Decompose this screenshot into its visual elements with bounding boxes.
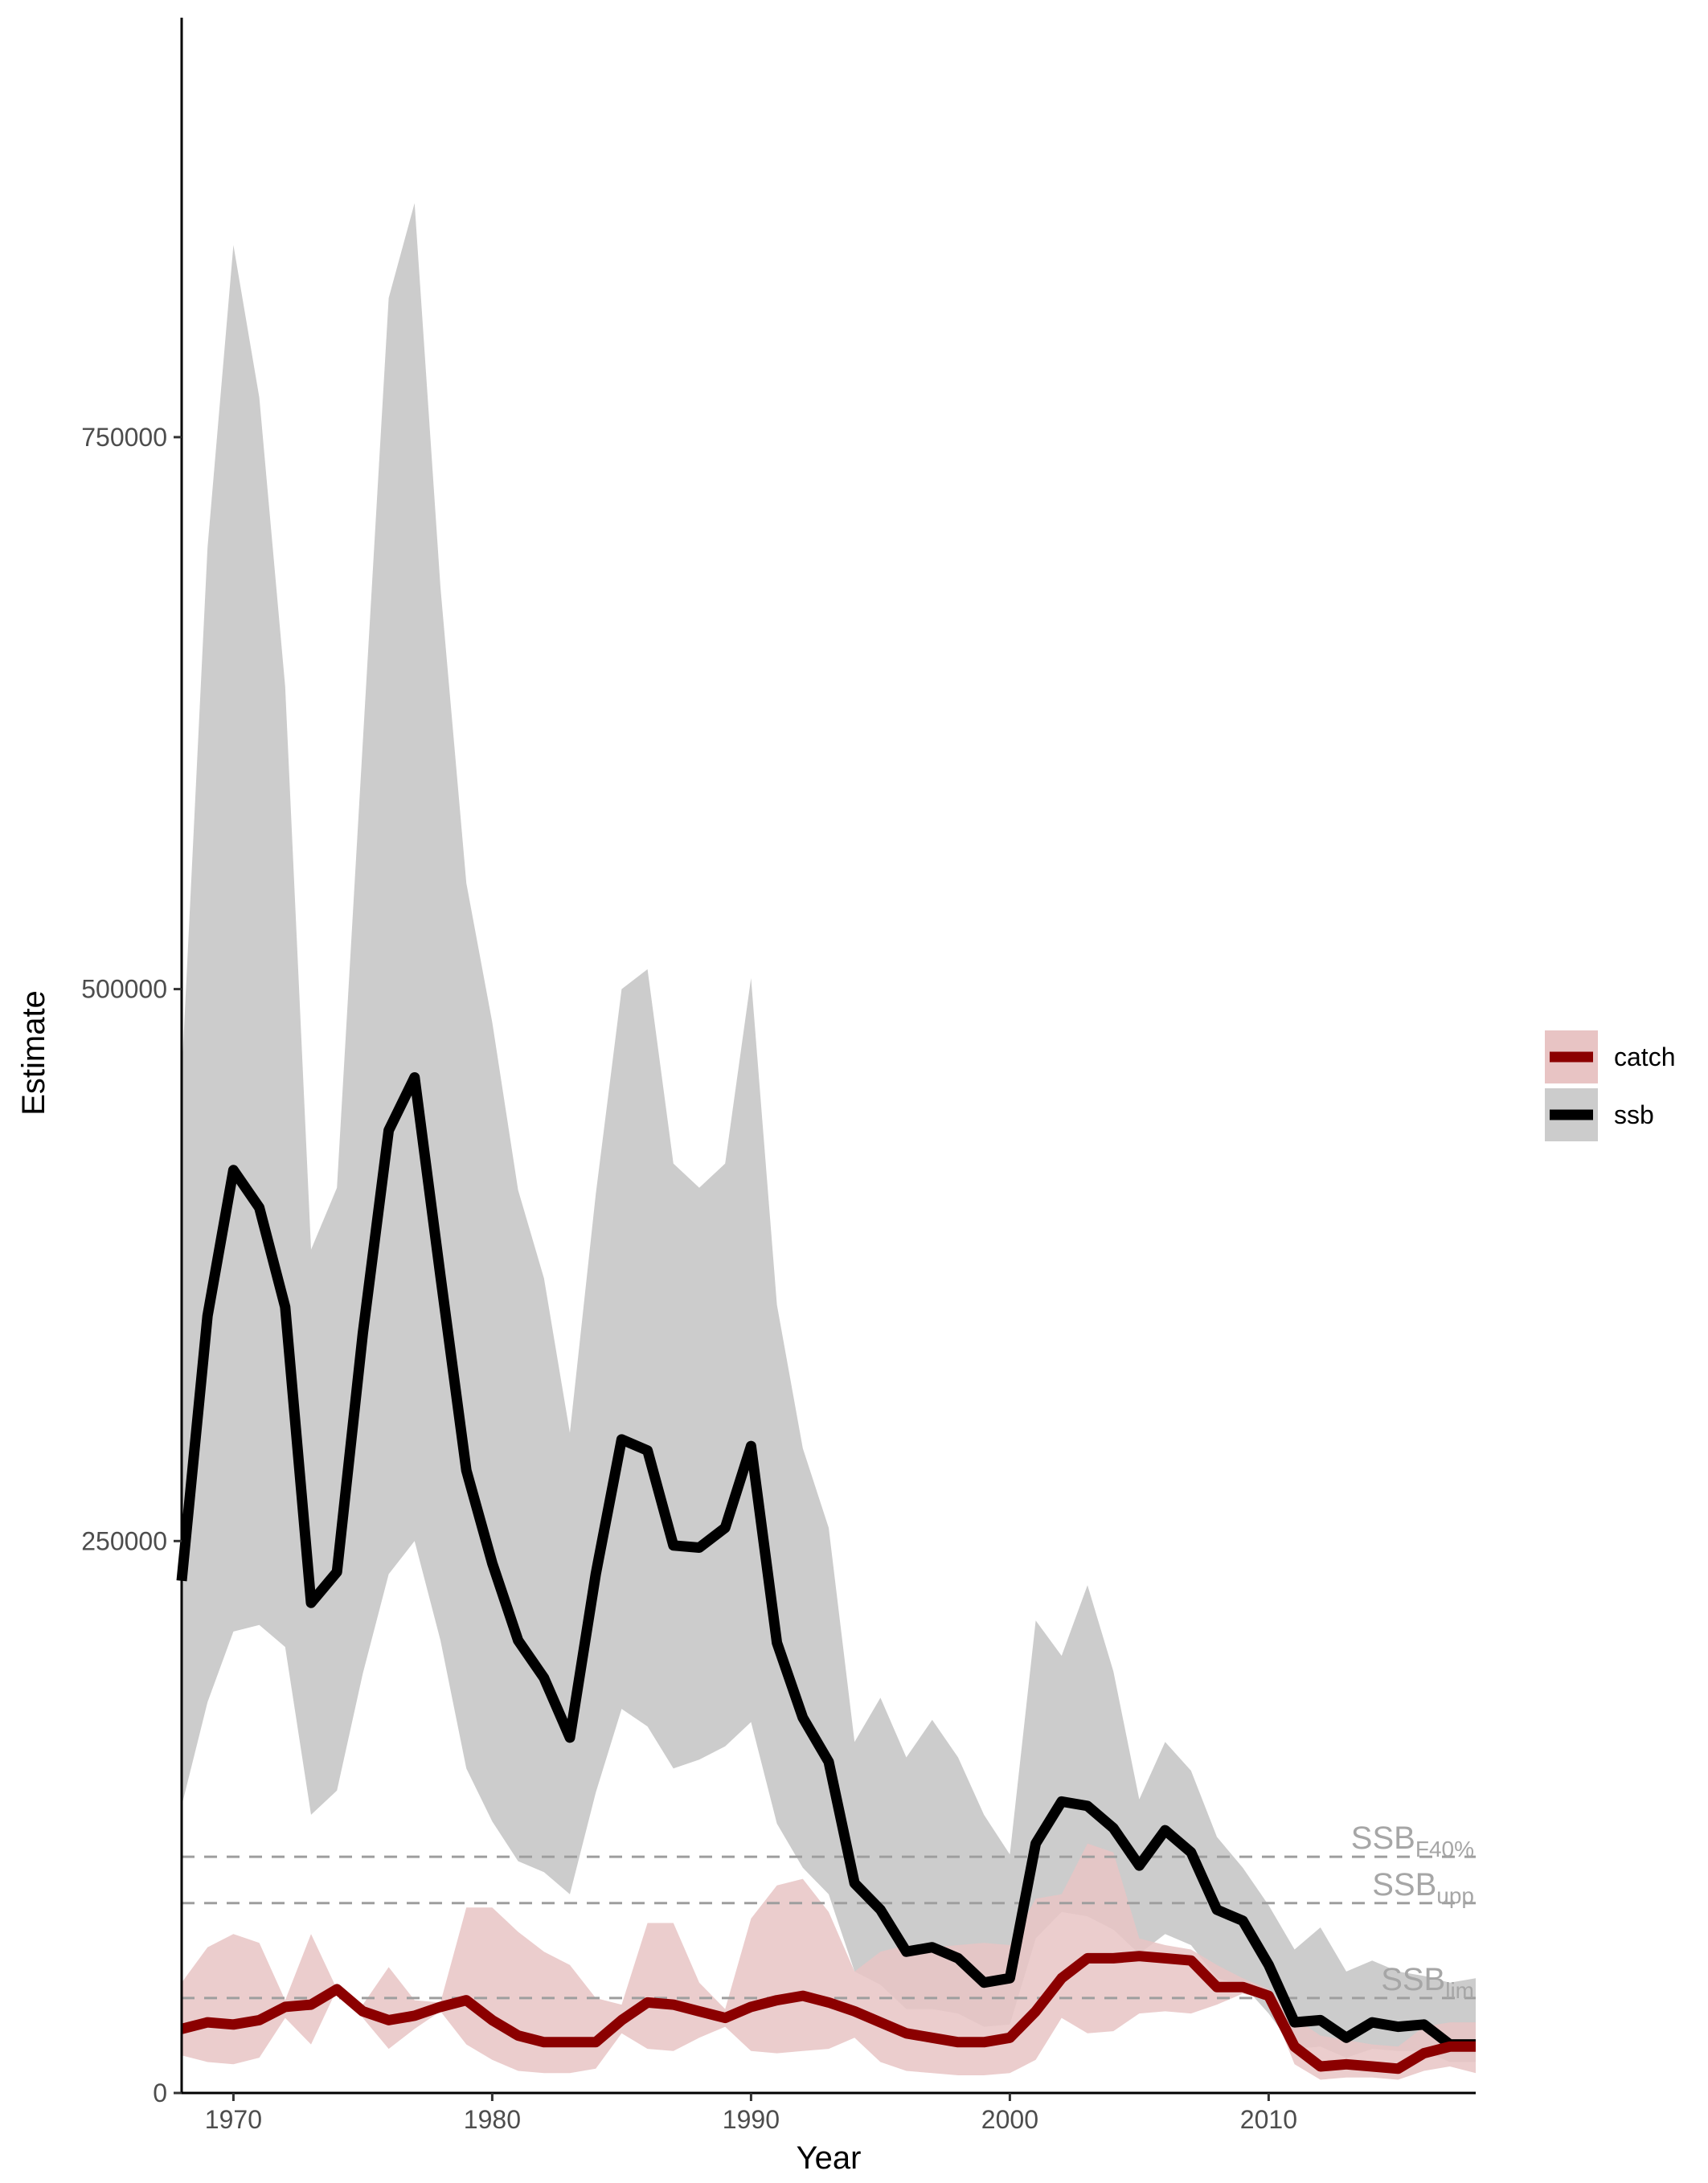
legend-item-catch: catch: [1545, 1030, 1675, 1083]
reference-label-lim: SSBlim: [1381, 1962, 1474, 2003]
y-axis-title: Estimate: [16, 990, 51, 1116]
reference-line-labels: SSBF40% SSBupp SSBlim: [1351, 1821, 1474, 2003]
legend: catch ssb: [1545, 1030, 1675, 1141]
y-axis-ticks: 0 250000 500000 750000: [81, 423, 182, 2107]
catch-line: [180, 1951, 1476, 2074]
x-tick-label: 1990: [723, 2105, 780, 2134]
plot-area: [176, 203, 1476, 2080]
y-tick-label: 0: [153, 2079, 167, 2107]
legend-label: ssb: [1614, 1100, 1654, 1129]
y-tick-label: 750000: [81, 423, 167, 452]
ssb-line: [176, 1072, 1476, 2050]
catch-confidence-band: [182, 1843, 1476, 2080]
x-tick-label: 1980: [464, 2105, 521, 2134]
x-axis-title: Year: [797, 2140, 862, 2176]
reference-label-f40pct: SSBF40%: [1351, 1821, 1474, 1861]
x-tick-label: 2000: [981, 2105, 1038, 2134]
legend-label: catch: [1614, 1042, 1675, 1071]
x-tick-label: 2010: [1240, 2105, 1297, 2134]
legend-item-ssb: ssb: [1545, 1088, 1654, 1141]
y-tick-label: 500000: [81, 975, 167, 1004]
x-tick-label: 1970: [205, 2105, 262, 2134]
reference-label-upp: SSBupp: [1372, 1867, 1474, 1908]
x-axis-ticks: 1970 1980 1990 2000 2010: [205, 2093, 1297, 2134]
series-lines: [176, 1072, 1476, 2074]
y-tick-label: 250000: [81, 1526, 167, 1555]
